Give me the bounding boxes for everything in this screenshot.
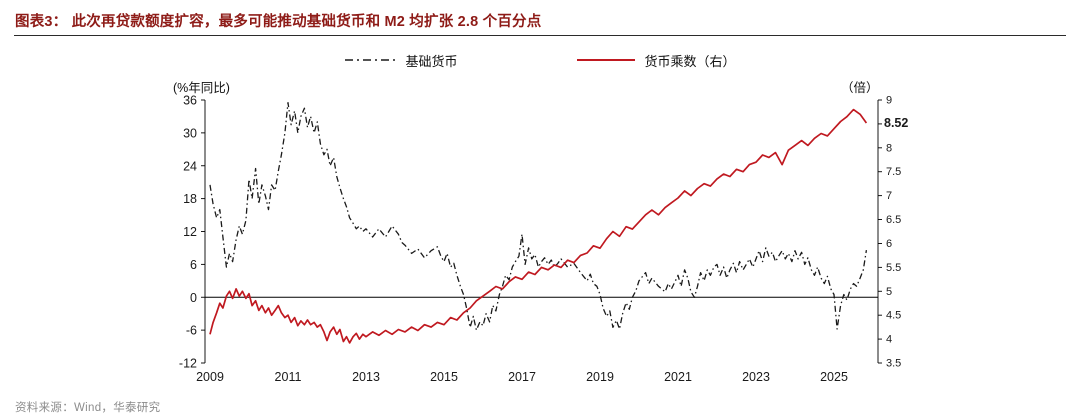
left-tick-label: -12 (179, 357, 197, 371)
left-axis-unit-label: (%年同比) (173, 81, 230, 95)
left-tick-label: 36 (183, 94, 197, 108)
x-tick-label: 2009 (196, 370, 224, 384)
left-tick-label: 18 (183, 192, 197, 206)
right-tick-label: 6 (886, 238, 892, 250)
right-tick-label: 5 (886, 286, 892, 298)
right-tick-label: 9 (886, 95, 892, 107)
solid-line-swatch-icon (576, 59, 635, 61)
left-tick-label: 30 (183, 126, 197, 140)
source-note: 资料来源：Wind，华泰研究 (15, 402, 161, 414)
title-divider (14, 35, 1066, 36)
legend-item-base-money: 基础货币 (344, 51, 458, 70)
x-tick-label: 2017 (508, 370, 536, 384)
multiplier-line (209, 108, 868, 344)
legend: 基础货币 货币乘数（右） (0, 51, 1080, 69)
x-tick-label: 2019 (586, 370, 614, 384)
x-tick-label: 2023 (742, 370, 770, 384)
left-tick-label: 24 (183, 159, 197, 173)
right-tick-label: 7.5 (886, 166, 901, 178)
figure-title: 图表3： 此次再贷款额度扩容，最多可能推动基础货币和 M2 均扩张 2.8 个百… (15, 14, 542, 30)
right-tick-label: 8 (886, 142, 892, 154)
left-tick-label: 12 (183, 225, 197, 239)
right-tick-label: 4 (886, 334, 892, 346)
right-tick-label: 7 (886, 190, 892, 202)
right-tick-label: 5.5 (886, 262, 901, 274)
left-tick-label: 6 (190, 258, 197, 272)
x-tick-label: 2015 (430, 370, 458, 384)
right-axis-unit-label: （倍） (841, 81, 879, 95)
legend-item-multiplier: 货币乘数（右） (576, 51, 736, 70)
x-tick-label: 2013 (352, 370, 380, 384)
x-tick-label: 2021 (664, 370, 692, 384)
legend-label-base-money: 基础货币 (405, 53, 458, 69)
right-tick-label: 4.5 (886, 310, 901, 322)
right-tick-label: 3.5 (886, 358, 901, 370)
dashed-line-swatch-icon (345, 59, 396, 61)
right-tick-label: 6.5 (886, 214, 901, 226)
left-tick-label: 0 (190, 291, 197, 305)
right-axis-last-value-label: 8.52 (884, 116, 908, 130)
left-tick-label: -6 (186, 324, 197, 338)
base-money-line (209, 102, 868, 331)
legend-label-multiplier: 货币乘数（右） (644, 53, 736, 69)
x-tick-label: 2025 (820, 370, 848, 384)
x-tick-label: 2011 (275, 370, 302, 384)
